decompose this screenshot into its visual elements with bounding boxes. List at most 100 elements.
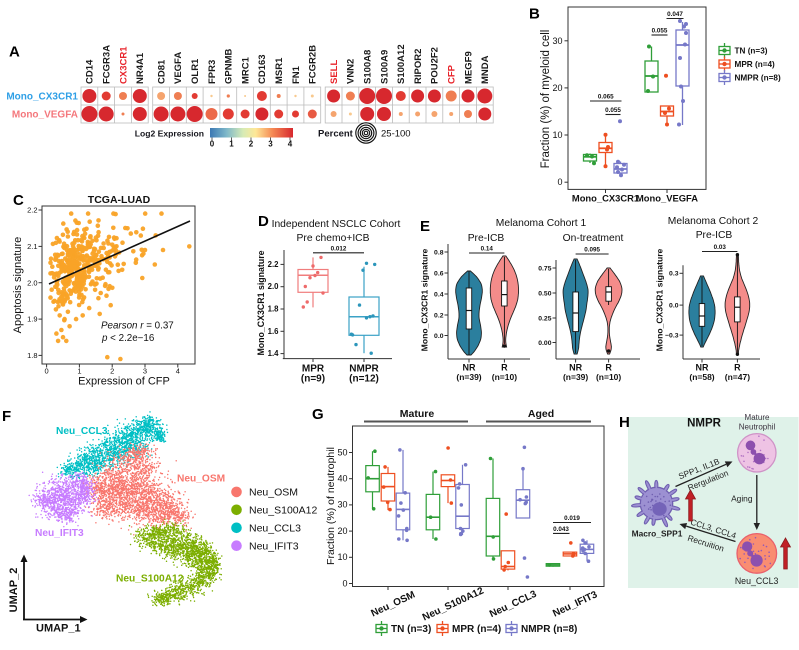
- svg-text:(n=10): (n=10): [596, 372, 621, 382]
- svg-text:20: 20: [337, 526, 347, 536]
- svg-text:VEGFA: VEGFA: [173, 52, 184, 84]
- svg-text:Melanoma Cohort 1: Melanoma Cohort 1: [496, 218, 587, 229]
- svg-text:S100A12: S100A12: [396, 44, 407, 84]
- svg-text:Fraction (%) of myeloid cell: Fraction (%) of myeloid cell: [540, 30, 552, 169]
- svg-text:0.03: 0.03: [714, 244, 727, 251]
- svg-text:F: F: [2, 408, 11, 425]
- svg-text:TCGA-LUAD: TCGA-LUAD: [88, 194, 151, 206]
- svg-text:CD81: CD81: [156, 59, 167, 84]
- svg-text:A: A: [9, 44, 20, 61]
- svg-text:MNDA: MNDA: [480, 55, 491, 84]
- svg-text:Neu_OSM: Neu_OSM: [177, 474, 225, 485]
- svg-text:−0.3: −0.3: [665, 332, 679, 339]
- svg-text:2: 2: [110, 367, 114, 376]
- svg-text:0.6: 0.6: [434, 270, 444, 277]
- svg-text:0.043: 0.043: [553, 526, 569, 533]
- svg-text:0.019: 0.019: [564, 515, 580, 522]
- svg-text:VNN2: VNN2: [346, 59, 357, 84]
- svg-text:0.8: 0.8: [434, 249, 444, 256]
- svg-text:Neutrophil: Neutrophil: [739, 423, 776, 432]
- svg-text:25-100: 25-100: [381, 129, 411, 140]
- svg-text:Percent: Percent: [318, 129, 354, 140]
- svg-text:30: 30: [337, 500, 347, 510]
- svg-text:Mono_CX3CR1 signature: Mono_CX3CR1 signature: [420, 248, 430, 351]
- svg-text:2.0: 2.0: [27, 278, 37, 287]
- svg-text:MPR: MPR: [302, 363, 325, 374]
- svg-text:UMAP_1: UMAP_1: [36, 623, 81, 635]
- svg-text:40: 40: [337, 474, 347, 484]
- svg-text:0.047: 0.047: [667, 11, 683, 18]
- svg-text:2: 2: [249, 140, 254, 149]
- svg-text:0.14: 0.14: [481, 246, 494, 253]
- svg-text:D: D: [258, 213, 269, 230]
- svg-text:Pre-ICB: Pre-ICB: [696, 230, 733, 241]
- svg-text:FN1: FN1: [291, 65, 302, 84]
- svg-text:NR: NR: [696, 363, 709, 373]
- svg-text:CFP: CFP: [447, 64, 458, 84]
- svg-text:4: 4: [288, 140, 293, 149]
- svg-text:Pre chemo+ICB: Pre chemo+ICB: [297, 233, 370, 244]
- svg-text:Pearson r = 0.37: Pearson r = 0.37: [101, 321, 174, 332]
- svg-text:RIPOR2: RIPOR2: [413, 49, 424, 84]
- svg-text:2.1: 2.1: [27, 242, 37, 251]
- svg-text:0.0: 0.0: [669, 302, 679, 309]
- svg-text:E: E: [420, 218, 430, 235]
- svg-text:0.50: 0.50: [538, 290, 551, 297]
- svg-text:G: G: [312, 406, 324, 423]
- svg-text:MEGF9: MEGF9: [463, 51, 474, 84]
- svg-text:Mono_CX3CR1: Mono_CX3CR1: [6, 92, 78, 103]
- svg-text:CD163: CD163: [257, 54, 268, 84]
- svg-text:2.0: 2.0: [268, 282, 280, 291]
- svg-text:Mature: Mature: [745, 413, 770, 422]
- svg-text:NR: NR: [569, 363, 582, 373]
- svg-text:1.4: 1.4: [268, 349, 280, 358]
- svg-text:C: C: [13, 192, 24, 209]
- svg-text:Aged: Aged: [528, 408, 554, 420]
- svg-text:Neu_IFIT3: Neu_IFIT3: [35, 528, 84, 539]
- svg-text:Aging: Aging: [731, 494, 753, 504]
- svg-text:3: 3: [143, 367, 147, 376]
- svg-text:FPR3: FPR3: [207, 60, 218, 84]
- svg-text:(n=47): (n=47): [725, 372, 750, 382]
- svg-text:0.00: 0.00: [538, 340, 551, 347]
- svg-text:SELL: SELL: [329, 60, 340, 84]
- svg-text:S100A9: S100A9: [379, 50, 390, 84]
- svg-text:Neu_IFIT3: Neu_IFIT3: [249, 541, 299, 553]
- svg-text:CX3CR1: CX3CR1: [118, 46, 129, 84]
- svg-text:Neu_S100A12: Neu_S100A12: [249, 505, 317, 517]
- svg-text:H: H: [619, 414, 630, 431]
- svg-text:TN (n=3): TN (n=3): [735, 47, 768, 56]
- svg-text:(n=9): (n=9): [301, 374, 325, 385]
- svg-text:4: 4: [176, 367, 180, 376]
- svg-text:30: 30: [552, 36, 562, 46]
- svg-text:(n=58): (n=58): [689, 372, 714, 382]
- svg-text:0.75: 0.75: [538, 265, 551, 272]
- svg-text:0: 0: [557, 177, 562, 187]
- svg-text:MRC1: MRC1: [240, 56, 251, 84]
- svg-text:0.25: 0.25: [538, 315, 551, 322]
- svg-text:0.065: 0.065: [598, 94, 614, 101]
- svg-text:0: 0: [210, 140, 215, 149]
- svg-text:2.2: 2.2: [27, 206, 37, 215]
- svg-text:10: 10: [337, 552, 347, 562]
- svg-text:0.3: 0.3: [669, 271, 679, 278]
- svg-text:Mature: Mature: [400, 408, 435, 420]
- svg-text:Apoptosis signature: Apoptosis signature: [12, 237, 24, 334]
- svg-text:Mono_CX3CR1 signature: Mono_CX3CR1 signature: [256, 250, 266, 355]
- svg-text:NMPR: NMPR: [687, 418, 722, 430]
- svg-text:Melanoma Cohort 2: Melanoma Cohort 2: [668, 216, 759, 227]
- svg-text:(n=10): (n=10): [492, 372, 517, 382]
- svg-text:1.8: 1.8: [27, 351, 37, 360]
- svg-text:NR: NR: [463, 363, 476, 373]
- svg-text:On-treatment: On-treatment: [563, 233, 624, 244]
- svg-text:1: 1: [229, 140, 234, 149]
- svg-text:0.055: 0.055: [652, 28, 668, 35]
- svg-text:NMPR: NMPR: [349, 363, 379, 374]
- svg-text:Mono_VEGFA: Mono_VEGFA: [636, 193, 698, 204]
- svg-text:Pre-ICB: Pre-ICB: [468, 233, 505, 244]
- svg-text:S100A8: S100A8: [363, 50, 374, 84]
- svg-text:0.095: 0.095: [584, 247, 600, 254]
- svg-text:(n=12): (n=12): [349, 374, 379, 385]
- svg-text:OLR1: OLR1: [190, 58, 201, 84]
- svg-text:10: 10: [552, 130, 562, 140]
